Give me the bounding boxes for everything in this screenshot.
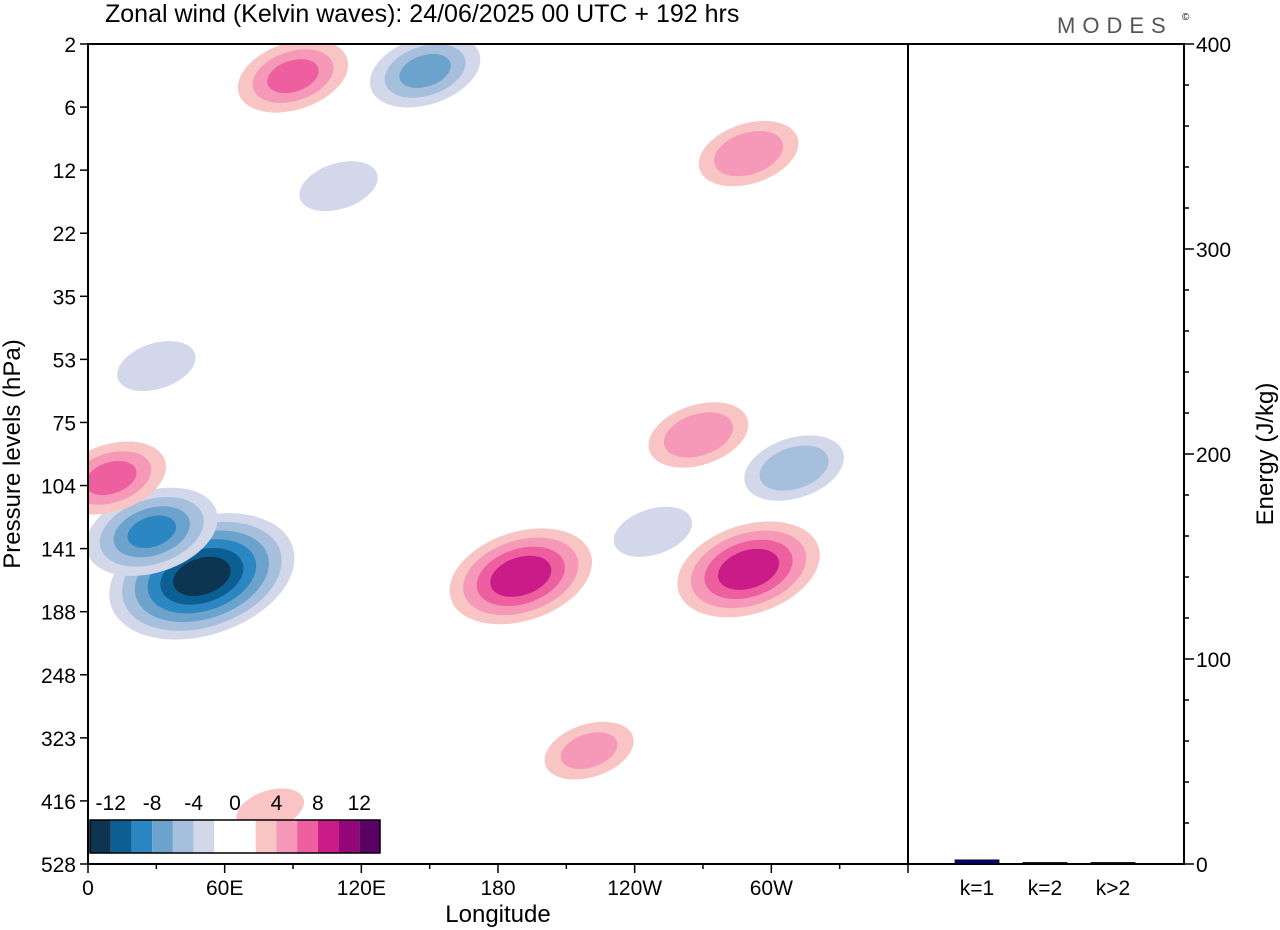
pressure-tick-label: 248: [41, 665, 76, 688]
pressure-tick-label: 528: [41, 854, 76, 877]
longitude-tick-label: 120W: [607, 877, 662, 900]
pressure-tick-label: 22: [53, 223, 76, 246]
colorbar-swatch: [90, 820, 111, 853]
colorbar-swatch: [338, 820, 360, 853]
pressure-tick-label: 35: [53, 286, 76, 309]
colorbar-swatch: [235, 820, 256, 853]
colorbar-swatch: [131, 820, 153, 853]
pressure-tick-label: 141: [41, 539, 76, 562]
colorbar-swatch: [276, 820, 298, 853]
colorbar-swatch: [152, 820, 173, 853]
contour-band: [299, 161, 378, 212]
colorbar-label: -12: [96, 792, 126, 815]
wind-anomaly: [88, 441, 166, 515]
contour-band: [718, 548, 780, 590]
contour-band: [117, 341, 196, 392]
modes-logo: MODES: [1057, 13, 1173, 38]
colorbar-swatch: [255, 820, 277, 853]
pressure-tick-label: 188: [41, 602, 76, 625]
colorbar-swatch: [359, 820, 380, 853]
pressure-tick-label: 6: [64, 97, 76, 120]
wind-anomaly: [698, 120, 799, 187]
longitude-axis: 0 60E 120E 180 120W 60W: [82, 864, 909, 900]
energy-tick-label: 200: [1196, 444, 1231, 467]
colorbar-label: 0: [229, 792, 241, 815]
chart-title: Zonal wind (Kelvin waves): 24/06/2025 00…: [105, 0, 739, 28]
colorbar-swatch: [110, 820, 132, 853]
pressure-tick-label: 323: [41, 728, 76, 751]
contour-band: [663, 412, 733, 458]
contour-band: [127, 515, 177, 549]
pressure-tick-label: 416: [41, 791, 76, 814]
colorbar-swatch: [297, 820, 318, 853]
contour-band: [759, 445, 829, 491]
logo-copyright-mark: ©: [1182, 12, 1190, 23]
energy-tick-label: 100: [1196, 649, 1231, 672]
pressure-tick-label: 53: [53, 349, 76, 372]
energy-plot-frame: [907, 43, 1185, 865]
energy-category-label: k=2: [1028, 877, 1062, 900]
pressure-tick-label: 12: [53, 160, 76, 183]
wind-anomaly: [613, 506, 693, 557]
wind-anomaly: [369, 44, 481, 108]
energy-tick-label: 400: [1196, 34, 1231, 57]
pressure-axis: 2 6 12 22 35 53 75 104 141 188 248 323 416 528: [41, 34, 88, 877]
colorbar-swatch: [317, 820, 339, 853]
wind-anomaly: [449, 528, 593, 625]
colorbar-label: 4: [271, 792, 283, 815]
colorbar-swatch: [193, 820, 215, 853]
energy-category-label: k=1: [960, 877, 994, 900]
longitude-axis-label: Longitude: [445, 901, 550, 928]
energy-bar-chart: k=1 k=2 k>2: [954, 859, 1136, 900]
contour-band: [490, 555, 552, 597]
contour-band: [560, 732, 618, 769]
wind-anomaly: [677, 521, 820, 618]
wind-anomaly: [237, 44, 349, 113]
wind-anomaly: [299, 161, 378, 212]
wind-anomaly: [544, 721, 634, 780]
energy-tick-label: 300: [1196, 239, 1231, 262]
colorbar-frame: [89, 819, 381, 854]
longitude-tick-label: 180: [480, 877, 515, 900]
longitude-tick-label: 0: [82, 877, 94, 900]
contour-band: [88, 460, 137, 495]
wind-anomaly: [744, 435, 844, 501]
contour-band: [613, 506, 693, 557]
wind-anomaly: [648, 402, 749, 468]
energy-tick-label: 0: [1196, 854, 1208, 877]
pressure-tick-label: 75: [53, 412, 76, 435]
colorbar-swatch: [214, 820, 235, 853]
longitude-tick-label: 60E: [206, 877, 243, 900]
energy-category-label: k>2: [1096, 877, 1130, 900]
contour-band: [399, 53, 451, 89]
colorbar-label: 12: [348, 792, 371, 815]
pressure-axis-label: Pressure levels (hPa): [0, 339, 26, 568]
contour-field: [88, 44, 844, 831]
colorbar-label: 8: [312, 792, 324, 815]
contour-band: [267, 59, 319, 94]
colorbar-swatch: [172, 820, 194, 853]
colorbar: -12 -8 -4 0 4 8 12: [89, 792, 381, 854]
energy-axis: 0 100 200 300 400: [1184, 34, 1231, 877]
wind-anomaly: [117, 341, 196, 392]
colorbar-label: -4: [184, 792, 203, 815]
colorbar-label: -8: [143, 792, 162, 815]
longitude-tick-label: 60W: [750, 877, 793, 900]
energy-axis-label: Energy (J/kg): [1252, 383, 1279, 526]
longitude-tick-label: 120E: [337, 877, 386, 900]
contour-band: [173, 556, 231, 596]
pressure-tick-label: 104: [41, 476, 76, 499]
pressure-tick-label: 2: [64, 34, 76, 57]
contour-band: [714, 130, 784, 177]
